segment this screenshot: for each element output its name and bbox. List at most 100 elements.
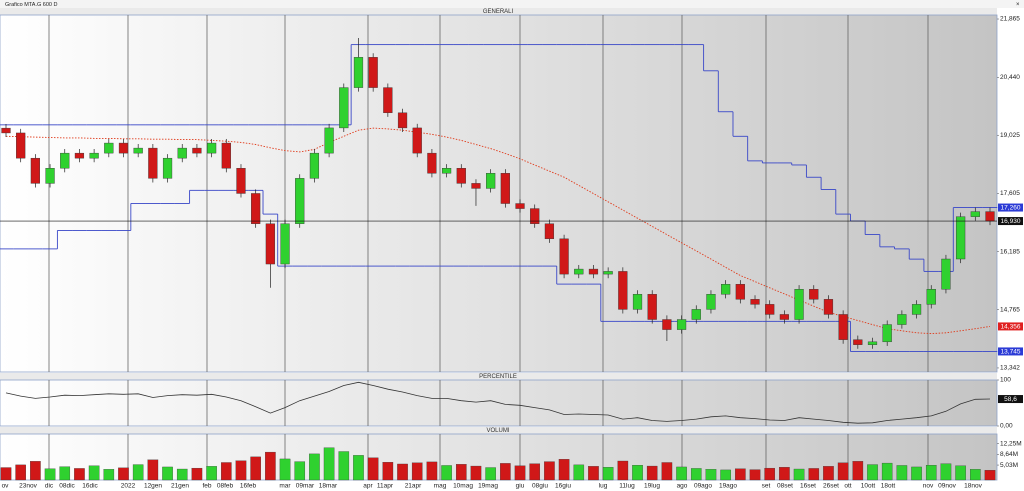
candle-body: [779, 314, 789, 320]
volume-bar: [470, 465, 482, 481]
x-tick-label: 16feb: [240, 483, 257, 490]
window-title: Grafico MTA.G 600 D: [5, 2, 57, 8]
volume-bar: [235, 460, 247, 481]
candle-body: [177, 147, 187, 159]
x-tick-label: 10mag: [453, 483, 473, 490]
candle-body: [941, 258, 951, 290]
y-tick-label: 5,03M: [1000, 462, 1018, 469]
volume-bar: [147, 459, 159, 481]
x-tick-label: 08dic: [59, 483, 75, 490]
candle-body: [251, 193, 261, 224]
volume-bar: [632, 465, 643, 481]
y-tick-label: 0,00: [1000, 423, 1013, 430]
volume-bar: [514, 465, 526, 481]
volume-bar: [206, 466, 217, 481]
x-tick-label: 21gen: [171, 483, 189, 490]
candle-body: [471, 183, 481, 189]
volume-bar: [749, 469, 761, 481]
x-tick-label: 16giu: [555, 483, 571, 490]
volume-bar: [353, 455, 364, 481]
volume-bar: [162, 466, 173, 481]
volume-bar: [250, 456, 261, 481]
volume-bar: [823, 466, 834, 481]
candle-body: [207, 142, 217, 154]
price-tag-label: 17,260: [1001, 205, 1021, 212]
candle-body: [765, 304, 775, 315]
volume-bar: [367, 457, 379, 481]
candle-body: [823, 299, 834, 315]
candle-body: [118, 142, 129, 154]
candle-body: [353, 57, 364, 88]
x-tick-label: 09ago: [694, 483, 712, 490]
volume-bar: [544, 461, 555, 481]
candle-body: [456, 168, 466, 184]
candle-body: [970, 211, 980, 217]
y-tick-label: 14,765: [1000, 306, 1020, 313]
x-tick-label: dic: [45, 483, 54, 490]
price-tag-label: 58,6: [1004, 396, 1017, 403]
volume-bar: [646, 465, 658, 481]
x-tick-label: 18ott: [881, 483, 896, 490]
x-tick-label: mar: [279, 483, 291, 490]
candle-body: [574, 268, 584, 275]
x-tick-label: 19lug: [644, 483, 660, 490]
close-button[interactable]: ×: [1016, 2, 1020, 8]
volume-bar: [118, 467, 129, 481]
volume-bar: [852, 461, 864, 481]
candle-body: [867, 341, 878, 345]
y-tick-label: 21,865: [1000, 16, 1020, 23]
x-tick-label: feb: [202, 483, 211, 490]
candle-body: [133, 147, 143, 154]
indicator-line: [5, 381, 991, 424]
panel-header: [0, 8, 997, 15]
y-tick-label: 16,185: [1000, 248, 1020, 255]
x-tick-label: 08giu: [532, 483, 548, 490]
volume-bar: [602, 467, 614, 481]
panel-title: PERCENTILE: [479, 374, 517, 380]
volume-bar: [867, 464, 878, 481]
x-tick-label: 08set: [777, 483, 793, 490]
volume-bar: [382, 462, 394, 481]
candle-body: [74, 152, 85, 159]
volume-bar: [0, 467, 12, 481]
price-tag-label: 16,930: [1001, 218, 1021, 225]
panel-title: VOLUMI: [486, 428, 509, 434]
volume-bar: [132, 464, 144, 481]
x-tick-label: 21apr: [405, 483, 422, 490]
price-tag: [998, 322, 1023, 331]
price-tag: [998, 395, 1023, 404]
candle-body: [632, 294, 643, 310]
volume-bar: [690, 468, 702, 481]
volume-bar: [44, 468, 56, 481]
candle-body: [236, 168, 246, 194]
candle-body: [853, 339, 863, 345]
y-tick-label: 100: [1000, 377, 1011, 384]
candle-body: [647, 294, 657, 320]
x-tick-label: mag: [434, 483, 447, 490]
volume-bar: [720, 469, 731, 481]
candle-body: [397, 112, 408, 129]
x-tick-label: lug: [599, 483, 608, 490]
volume-bar: [984, 470, 996, 481]
candle-body: [500, 173, 510, 204]
candle-body: [368, 57, 378, 88]
candle-body: [676, 319, 687, 330]
candle-body: [60, 152, 70, 169]
volume-bar: [411, 462, 423, 481]
volume-bar: [59, 466, 71, 481]
volume-bar: [426, 461, 438, 481]
candle-body: [559, 238, 569, 275]
x-tick-label: 23nov: [19, 483, 37, 490]
candle-body: [911, 304, 922, 315]
volume-bar: [837, 462, 849, 481]
candle-body: [30, 157, 40, 184]
candle-body: [721, 284, 731, 295]
candle-body: [324, 127, 334, 154]
candle-body: [339, 87, 349, 129]
candle-body: [295, 178, 305, 224]
y-tick-label: 17,605: [1000, 190, 1020, 197]
candle-body: [515, 203, 525, 209]
volume-bar: [911, 466, 922, 481]
volume-bar: [896, 465, 908, 481]
y-tick-label: 12,25M: [1000, 440, 1022, 447]
